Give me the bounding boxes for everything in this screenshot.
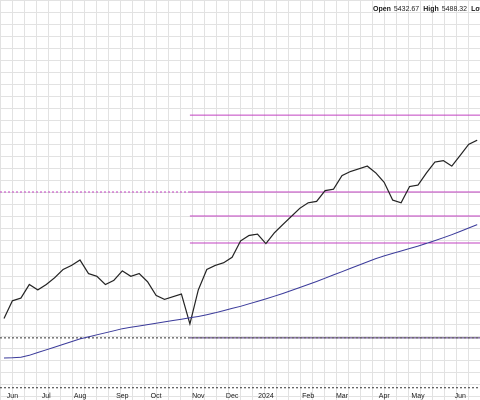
x-tick-label: Jun	[455, 393, 466, 400]
x-tick-label: May	[411, 393, 425, 400]
x-tick-label: 2024	[258, 393, 274, 400]
x-tick-label: Apr	[379, 393, 391, 400]
quote-value: 5488.32	[442, 6, 467, 13]
moving-average	[3, 224, 478, 359]
x-tick-label: Nov	[192, 393, 205, 400]
x-tick-label: Jul	[42, 393, 51, 400]
x-tick-label: Jun	[7, 393, 18, 400]
x-tick-label: Feb	[302, 393, 314, 400]
x-tick-label: Dec	[226, 393, 239, 400]
price-line	[3, 139, 478, 327]
x-tick-label: Oct	[151, 393, 162, 400]
x-tick-label: Aug	[74, 393, 87, 400]
quote-label: High	[423, 6, 439, 13]
x-tick-label: Sep	[116, 393, 129, 400]
quote-label: Open	[373, 6, 391, 13]
x-tick-label: Mar	[336, 393, 349, 400]
quote-value: 5432.67	[394, 6, 419, 13]
quote-label: Low	[471, 6, 480, 13]
